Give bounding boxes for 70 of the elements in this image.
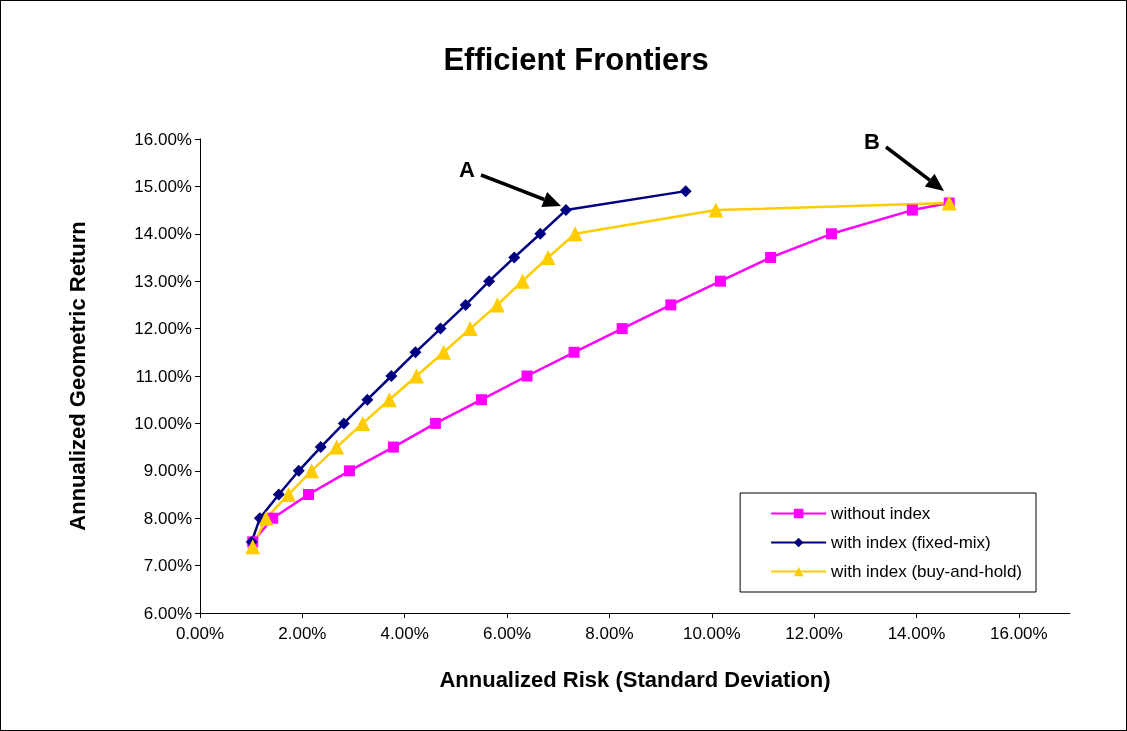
y-tick-label: 8.00%	[143, 508, 192, 528]
y-tick-label: 12.00%	[134, 319, 192, 339]
annotation: A	[459, 157, 476, 182]
point	[826, 228, 838, 240]
point	[245, 539, 261, 555]
point	[616, 323, 628, 335]
x-tick-label: 12.00%	[785, 624, 843, 643]
point	[567, 226, 583, 242]
x-tick-label: 10.00%	[682, 624, 741, 643]
y-axis-title: Annualized Geometric Return	[64, 221, 90, 531]
point	[409, 346, 422, 359]
point	[337, 417, 350, 430]
point	[475, 394, 487, 406]
point	[258, 510, 274, 526]
point	[385, 370, 398, 382]
point	[329, 439, 345, 455]
legend-label: without index	[830, 504, 931, 523]
point	[521, 370, 533, 382]
point	[559, 204, 572, 217]
y-tick-label: 11.00%	[135, 366, 192, 386]
point	[314, 441, 327, 454]
point	[489, 297, 505, 313]
point	[343, 465, 355, 477]
y-tick-label: 14.00%	[134, 224, 192, 244]
x-tick-label: 0.00%	[175, 624, 225, 643]
x-tick-label: 4.00%	[380, 624, 429, 643]
point	[387, 441, 399, 453]
y-tick-label: 10.00%	[134, 413, 192, 433]
x-tick-label: 8.00%	[585, 624, 634, 643]
point	[462, 321, 478, 337]
legend-label: with index (fixed-mix)	[830, 533, 991, 552]
point	[272, 488, 285, 501]
point	[292, 464, 305, 477]
x-axis-title: Annualized Risk (Standard Deviation)	[439, 666, 831, 692]
y-tick-label: 7.00%	[143, 556, 192, 576]
point	[714, 275, 726, 287]
x-tick-label: 2.00%	[278, 624, 327, 643]
point	[679, 185, 692, 198]
point	[483, 275, 496, 288]
x-tick-label: 6.00%	[482, 624, 532, 643]
point	[281, 487, 297, 502]
y-tick-label: 15.00%	[134, 176, 192, 196]
point	[381, 392, 397, 408]
x-tick-label: 16.00%	[989, 624, 1048, 643]
point	[429, 417, 441, 429]
point	[459, 298, 472, 311]
point	[434, 322, 447, 335]
y-tick-label: 13.00%	[134, 271, 192, 291]
point	[361, 393, 374, 406]
legend-label: with index (buy-and-hold)	[830, 562, 1023, 581]
point	[408, 368, 424, 384]
point	[508, 251, 521, 264]
point	[534, 227, 547, 240]
y-tick-label: 16.00%	[134, 129, 192, 149]
point	[568, 346, 580, 358]
point	[514, 273, 530, 289]
point	[436, 344, 452, 360]
point	[304, 463, 320, 479]
y-tick-label: 9.00%	[143, 461, 192, 481]
point	[302, 489, 314, 500]
chart-title: Efficient Frontiers	[443, 42, 709, 77]
point	[906, 204, 918, 216]
point	[665, 299, 677, 311]
point	[540, 250, 556, 265]
x-tick-label: 14.00%	[887, 624, 946, 643]
point	[708, 202, 724, 218]
annotation: B	[864, 129, 880, 154]
point	[355, 415, 371, 431]
point	[765, 252, 777, 263]
y-tick-label: 6.00%	[143, 603, 192, 623]
